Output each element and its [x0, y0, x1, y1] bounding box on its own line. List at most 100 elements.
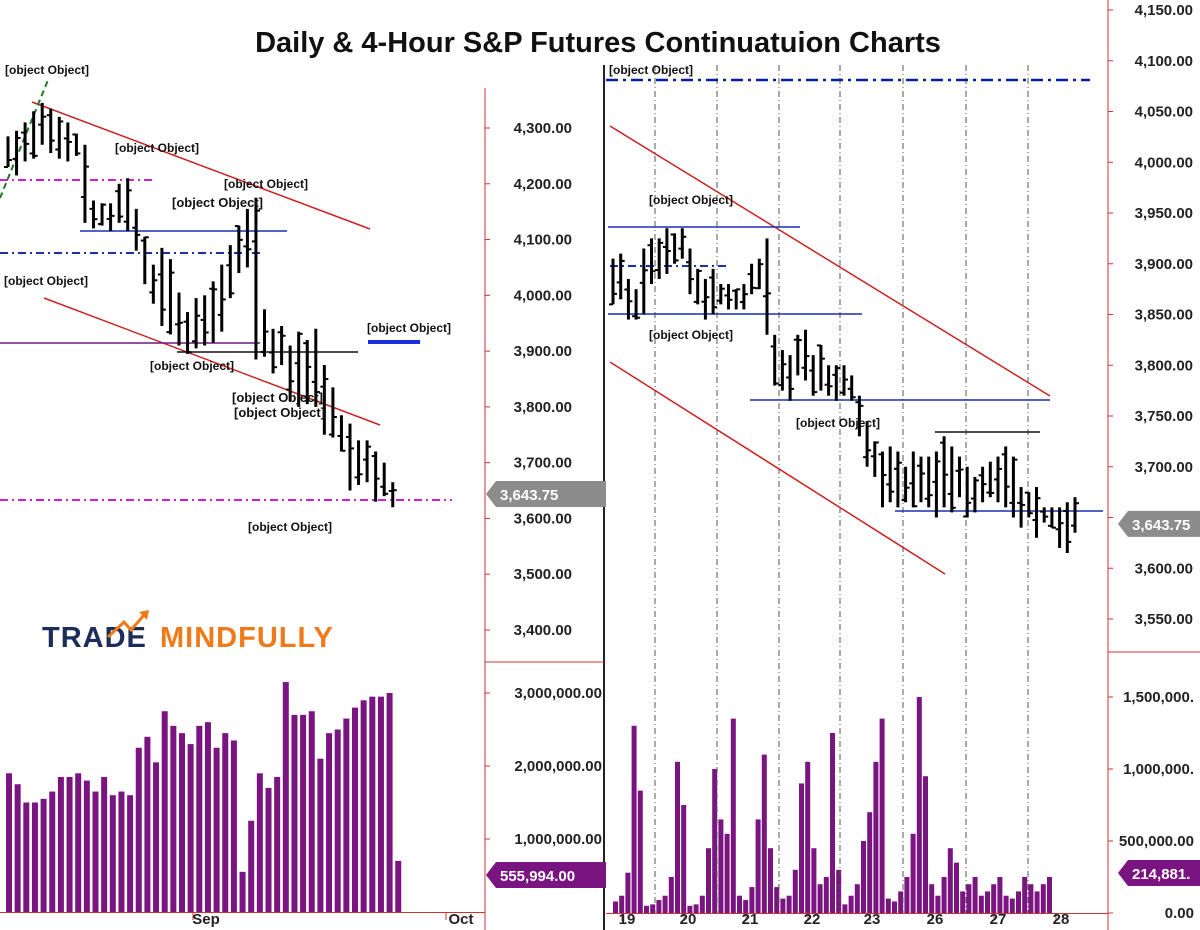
chart-title: Daily & 4-Hour S&P Futures Continuatuion… — [255, 27, 941, 59]
y-tick-label: 3,600.00 — [514, 510, 572, 527]
volume-tick-label: 1,500,000. — [1123, 689, 1194, 706]
annotation-label: [object Object] — [609, 63, 693, 77]
x-tick-label: Sep — [192, 911, 220, 928]
volume-bar — [923, 776, 928, 913]
volume-tick-label: 1,000,000. — [1123, 761, 1194, 778]
volume-bar — [631, 725, 637, 913]
volume-bar — [848, 895, 854, 913]
volume-bar — [718, 819, 724, 913]
volume-bar — [334, 729, 341, 912]
volume-bar — [873, 761, 879, 913]
y-tick-label: 3,850.00 — [1135, 307, 1193, 324]
y-tick-label: 4,200.00 — [514, 176, 572, 193]
volume-bar — [153, 762, 160, 912]
volume-bar — [118, 791, 125, 912]
volume-bar — [23, 802, 30, 912]
volume-bar — [637, 790, 643, 913]
volume-bar — [1003, 895, 1009, 913]
y-tick-label: 4,100.00 — [1135, 53, 1193, 70]
logo-arrowhead-icon — [139, 610, 149, 620]
daily-chart: 4,300.00 4,200.00 4,100.00 4,000.00 3,900.00… — [0, 63, 606, 930]
volume-bar — [204, 722, 211, 912]
x-tick-label: 26 — [927, 911, 944, 928]
volume-bar — [668, 877, 674, 913]
volume-bar — [929, 884, 935, 913]
y-tick-label: 3,700.00 — [514, 455, 572, 472]
volume-tick-label: 500,000.00 — [1119, 833, 1194, 850]
annotation-label: [object Object] — [649, 193, 733, 207]
volume-bar — [768, 848, 773, 913]
x-tick-label: 23 — [864, 911, 881, 928]
reference-line-trend — [609, 125, 1051, 397]
volume-bar — [947, 848, 953, 913]
y-tick-label: 4,300.00 — [514, 120, 572, 137]
y-tick-label: 3,800.00 — [514, 399, 572, 416]
volume-bar — [274, 776, 281, 912]
volume-bar — [910, 833, 916, 913]
volume-bar — [761, 754, 767, 913]
volume-bar — [360, 700, 367, 912]
volume-bar — [786, 895, 792, 913]
four-hour-chart: 4,150.00 4,100.00 4,050.00 4,000.00 3,950.00… — [606, 0, 1200, 930]
volume-bar — [101, 776, 108, 912]
volume-bar — [935, 895, 941, 913]
volume-bar — [662, 895, 668, 913]
volume-bar — [737, 895, 742, 913]
last-price-tag — [486, 481, 606, 508]
volume-bar — [898, 891, 904, 913]
volume-bar — [127, 795, 134, 912]
x-tick-label: 21 — [742, 911, 759, 928]
annotation-label: [object Object] — [5, 63, 89, 77]
y-tick-label: 3,700.00 — [1135, 459, 1193, 476]
volume-bar — [954, 862, 959, 913]
volume-bar — [712, 769, 718, 913]
volume-bar — [144, 736, 151, 912]
volume-bar — [706, 848, 711, 913]
volume-bar — [14, 784, 21, 912]
volume-bar — [239, 871, 246, 912]
annotation-label: [object Object] — [367, 321, 451, 335]
volume-bar — [135, 747, 142, 912]
y-tick-label: 3,550.00 — [1135, 611, 1193, 628]
volume-bar — [308, 711, 315, 912]
volume-bar — [265, 787, 272, 912]
last-price-label: 3,643.75 — [1132, 517, 1190, 534]
volume-bar — [904, 877, 910, 913]
volume-tick-label: 3,000,000.00 — [514, 685, 602, 702]
volume-bar — [885, 898, 891, 913]
volume-bar — [248, 820, 255, 912]
y-tick-label: 3,750.00 — [1135, 408, 1193, 425]
volume-bar — [170, 725, 177, 912]
volume-bar — [386, 693, 393, 912]
volume-bar — [66, 776, 73, 912]
volume-bar — [291, 714, 298, 912]
logo-trade: TRADE — [42, 622, 147, 654]
volume-bar — [377, 696, 384, 912]
annotation-label: [object Object] — [224, 177, 308, 191]
volume-tick-label: 2,000,000.00 — [514, 758, 602, 775]
volume-bar — [817, 884, 823, 913]
volume-bar — [755, 819, 761, 913]
volume-bar — [960, 891, 966, 913]
y-tick-label: 4,000.00 — [514, 287, 572, 304]
volume-bar — [656, 900, 662, 913]
volume-bar — [1009, 898, 1015, 913]
volume-bar — [625, 872, 631, 913]
volume-bar — [1028, 884, 1034, 913]
last-volume-label: 555,994.00 — [500, 868, 575, 885]
volume-bar — [823, 877, 829, 913]
volume-bar — [179, 733, 185, 912]
x-tick-label: 20 — [680, 911, 697, 928]
volume-bar — [109, 795, 116, 912]
volume-bar — [997, 877, 1003, 913]
volume-bar — [780, 898, 786, 913]
annotation-label: [object Object] — [150, 359, 234, 373]
last-volume-label: 214,881. — [1132, 866, 1190, 883]
volume-bar — [749, 887, 755, 913]
volume-bar — [805, 761, 811, 913]
volume-bar — [830, 733, 835, 913]
annotation-label: [object Object] — [115, 141, 199, 155]
volume-bar — [985, 891, 990, 913]
last-price-label: 3,643.75 — [500, 487, 558, 504]
volume-bar — [395, 860, 402, 912]
